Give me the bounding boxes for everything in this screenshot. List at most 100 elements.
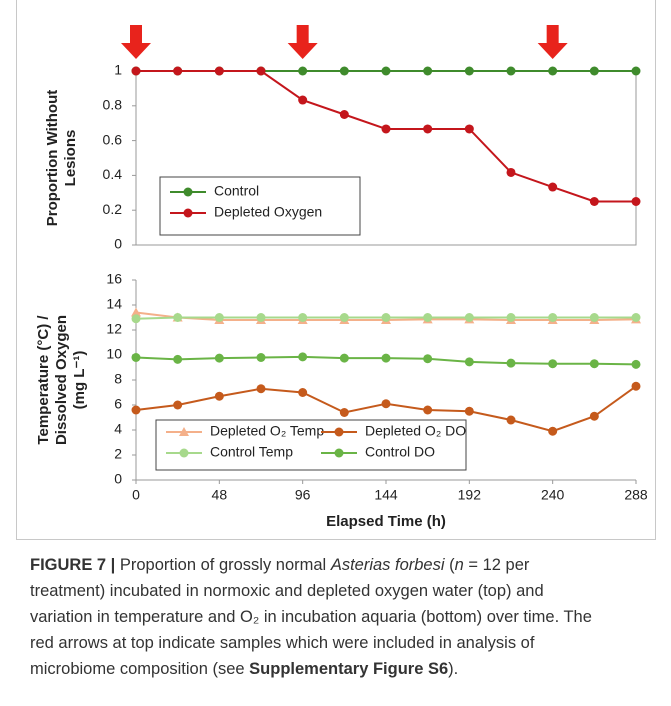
marker xyxy=(381,353,391,363)
marker xyxy=(464,406,474,416)
marker xyxy=(506,358,516,368)
marker xyxy=(256,353,266,362)
marker xyxy=(631,197,641,206)
y-tick-label: 0.2 xyxy=(103,201,123,217)
caption-text: ( xyxy=(444,556,455,574)
x-tick-label: 288 xyxy=(624,487,648,503)
x-axis-label: Elapsed Time (h) xyxy=(326,513,446,530)
y-tick-label: 2 xyxy=(114,446,122,462)
marker xyxy=(589,197,599,206)
caption-text: Proportion of grossly normal xyxy=(115,556,331,574)
caption-line: microbiome composition (see Supplementar… xyxy=(30,656,592,682)
marker xyxy=(334,427,344,437)
caption-text: = 12 per xyxy=(463,556,530,574)
marker xyxy=(423,354,433,364)
marker xyxy=(173,66,183,76)
arrow xyxy=(537,25,568,59)
caption-line: treatment) incubated in normoxic and dep… xyxy=(30,578,592,604)
y-tick-label: 0 xyxy=(114,236,122,252)
marker xyxy=(381,66,391,76)
y-tick-label: 0.6 xyxy=(103,131,123,147)
marker xyxy=(548,66,558,76)
legend-label: Control xyxy=(214,183,259,199)
marker xyxy=(464,124,474,134)
marker xyxy=(506,415,516,425)
marker xyxy=(334,448,344,458)
y-tick-label: 6 xyxy=(114,396,122,412)
marker xyxy=(589,359,599,369)
marker xyxy=(298,66,308,76)
y-tick-label: 0.4 xyxy=(103,166,123,182)
marker xyxy=(339,66,349,76)
marker xyxy=(131,405,141,415)
y-axis-label: Dissolved Oxygen xyxy=(53,315,70,445)
marker xyxy=(173,354,183,364)
marker xyxy=(506,313,516,322)
caption-line: FIGURE 7 | Proportion of grossly normal … xyxy=(30,552,592,578)
marker xyxy=(179,427,189,436)
marker xyxy=(548,182,558,192)
marker xyxy=(631,381,641,391)
marker xyxy=(298,352,308,362)
marker xyxy=(464,313,474,322)
y-tick-label: 8 xyxy=(114,371,122,387)
marker xyxy=(183,187,193,197)
figure-frame xyxy=(16,0,656,540)
marker xyxy=(589,411,599,421)
arrow xyxy=(287,25,318,59)
marker xyxy=(589,66,599,76)
y-axis-label: Temperature (°C) / xyxy=(35,315,52,445)
marker xyxy=(256,313,266,322)
caption-text: variation in temperature and O₂ in incub… xyxy=(30,608,592,626)
caption-text: treatment) incubated in normoxic and dep… xyxy=(30,582,544,600)
y-tick-label: 10 xyxy=(106,346,122,362)
caption-line: variation in temperature and O₂ in incub… xyxy=(30,604,592,630)
caption-line: red arrows at top indicate samples which… xyxy=(30,630,592,656)
marker xyxy=(214,353,224,363)
figure: 0 0.2 0.4 0.6 0.8 1 Proportion Without Lesions C… xyxy=(35,25,648,530)
marker xyxy=(423,66,433,76)
marker xyxy=(131,314,141,324)
caption-text: microbiome composition (see xyxy=(30,660,250,678)
x-tick-label: 192 xyxy=(458,487,482,503)
marker xyxy=(548,359,558,369)
legend-label: Control DO xyxy=(365,444,435,460)
marker xyxy=(298,313,308,322)
marker xyxy=(339,408,349,417)
marker xyxy=(173,400,183,410)
y-tick-label: 1 xyxy=(114,62,122,78)
arrow xyxy=(121,25,151,59)
marker xyxy=(506,167,516,177)
marker xyxy=(548,313,558,322)
marker xyxy=(339,353,349,363)
marker xyxy=(214,391,224,401)
marker xyxy=(464,357,474,367)
caption-text: ). xyxy=(448,660,459,678)
caption-text: n xyxy=(454,556,464,574)
marker xyxy=(131,307,141,317)
marker xyxy=(173,313,183,322)
marker xyxy=(183,208,193,218)
x-tick-label: 48 xyxy=(212,487,228,503)
marker xyxy=(381,399,391,409)
marker xyxy=(631,66,641,76)
legend-box xyxy=(159,176,361,236)
y-axis-label: (mg L⁻¹) xyxy=(71,351,88,410)
marker xyxy=(256,384,266,394)
legend-label: Depleted O₂ DO xyxy=(365,423,466,439)
legend-label: Depleted O₂ Temp xyxy=(210,423,324,439)
legend-label: Control Temp xyxy=(210,444,293,460)
marker xyxy=(423,405,433,415)
x-tick-label: 96 xyxy=(295,487,311,503)
marker xyxy=(214,313,224,322)
y-tick-label: 14 xyxy=(106,296,122,312)
y-tick-label: 4 xyxy=(114,421,122,437)
caption: FIGURE 7 | Proportion of grossly normal … xyxy=(30,552,592,682)
marker xyxy=(179,448,189,458)
marker xyxy=(339,313,349,322)
marker xyxy=(131,353,141,362)
caption-text: red arrows at top indicate samples which… xyxy=(30,634,535,652)
y-tick-label: 16 xyxy=(106,271,122,287)
y-tick-label: 0.8 xyxy=(103,97,123,113)
